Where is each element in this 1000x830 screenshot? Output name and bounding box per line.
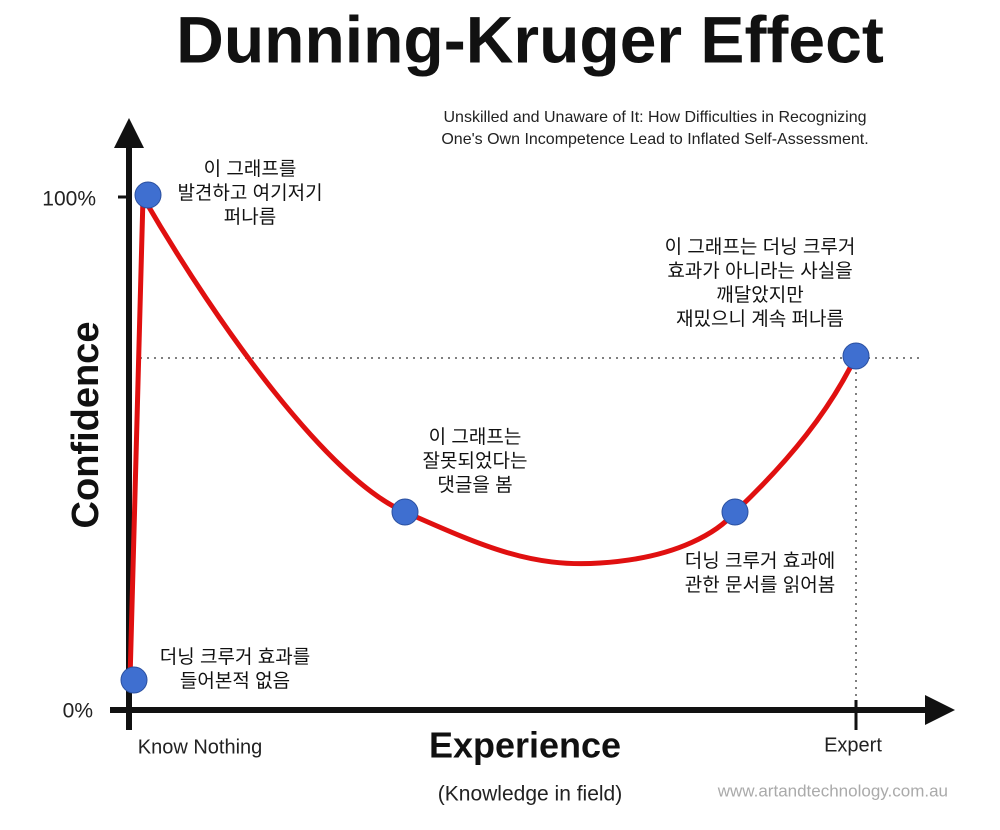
y-tick-label: 0% bbox=[63, 700, 93, 723]
y-tick-label: 100% bbox=[42, 188, 96, 211]
annotation: 잘못되었다는 bbox=[423, 450, 528, 472]
point bbox=[721, 498, 749, 526]
point bbox=[120, 666, 148, 694]
title: Dunning-Kruger Effect bbox=[176, 2, 884, 76]
annotation: 들어본적 없음 bbox=[180, 670, 290, 692]
x-axis-label: Experience bbox=[429, 725, 621, 766]
arrow bbox=[114, 118, 144, 148]
annotation: 이 그래프를 bbox=[204, 158, 297, 180]
point bbox=[134, 181, 162, 209]
annotation: 깨달았지만 bbox=[716, 284, 803, 306]
annotation: 이 그래프는 bbox=[429, 426, 522, 448]
annotation: 퍼나름 bbox=[224, 206, 276, 228]
annotation: 재밌으니 계속 퍼나름 bbox=[676, 308, 844, 330]
x-tick-label: Know Nothing bbox=[138, 736, 263, 758]
annotation: 관한 문서를 읽어봄 bbox=[685, 574, 835, 596]
annotation: 더닝 크루거 효과를 bbox=[160, 646, 310, 668]
x-tick-label: Expert bbox=[824, 734, 882, 756]
point bbox=[842, 342, 870, 370]
subtitle: Unskilled and Unaware of It: How Difficu… bbox=[443, 109, 866, 126]
annotation: 효과가 아니라는 사실을 bbox=[667, 260, 852, 282]
annotation: 발견하고 여기저기 bbox=[177, 182, 322, 204]
source: www.artandtechnology.com.au bbox=[717, 781, 948, 800]
annotation: 더닝 크루거 효과에 bbox=[685, 550, 835, 572]
arrow bbox=[925, 695, 955, 725]
curve bbox=[127, 188, 859, 681]
subtitle: One's Own Incompetence Lead to Inflated … bbox=[441, 131, 868, 148]
annotation: 댓글을 봄 bbox=[437, 474, 512, 496]
annotation: 이 그래프는 더닝 크루거 bbox=[665, 236, 856, 258]
x-axis-sublabel: (Knowledge in field) bbox=[438, 783, 622, 806]
point bbox=[391, 498, 419, 526]
y-axis-label: Confidence bbox=[65, 322, 107, 529]
